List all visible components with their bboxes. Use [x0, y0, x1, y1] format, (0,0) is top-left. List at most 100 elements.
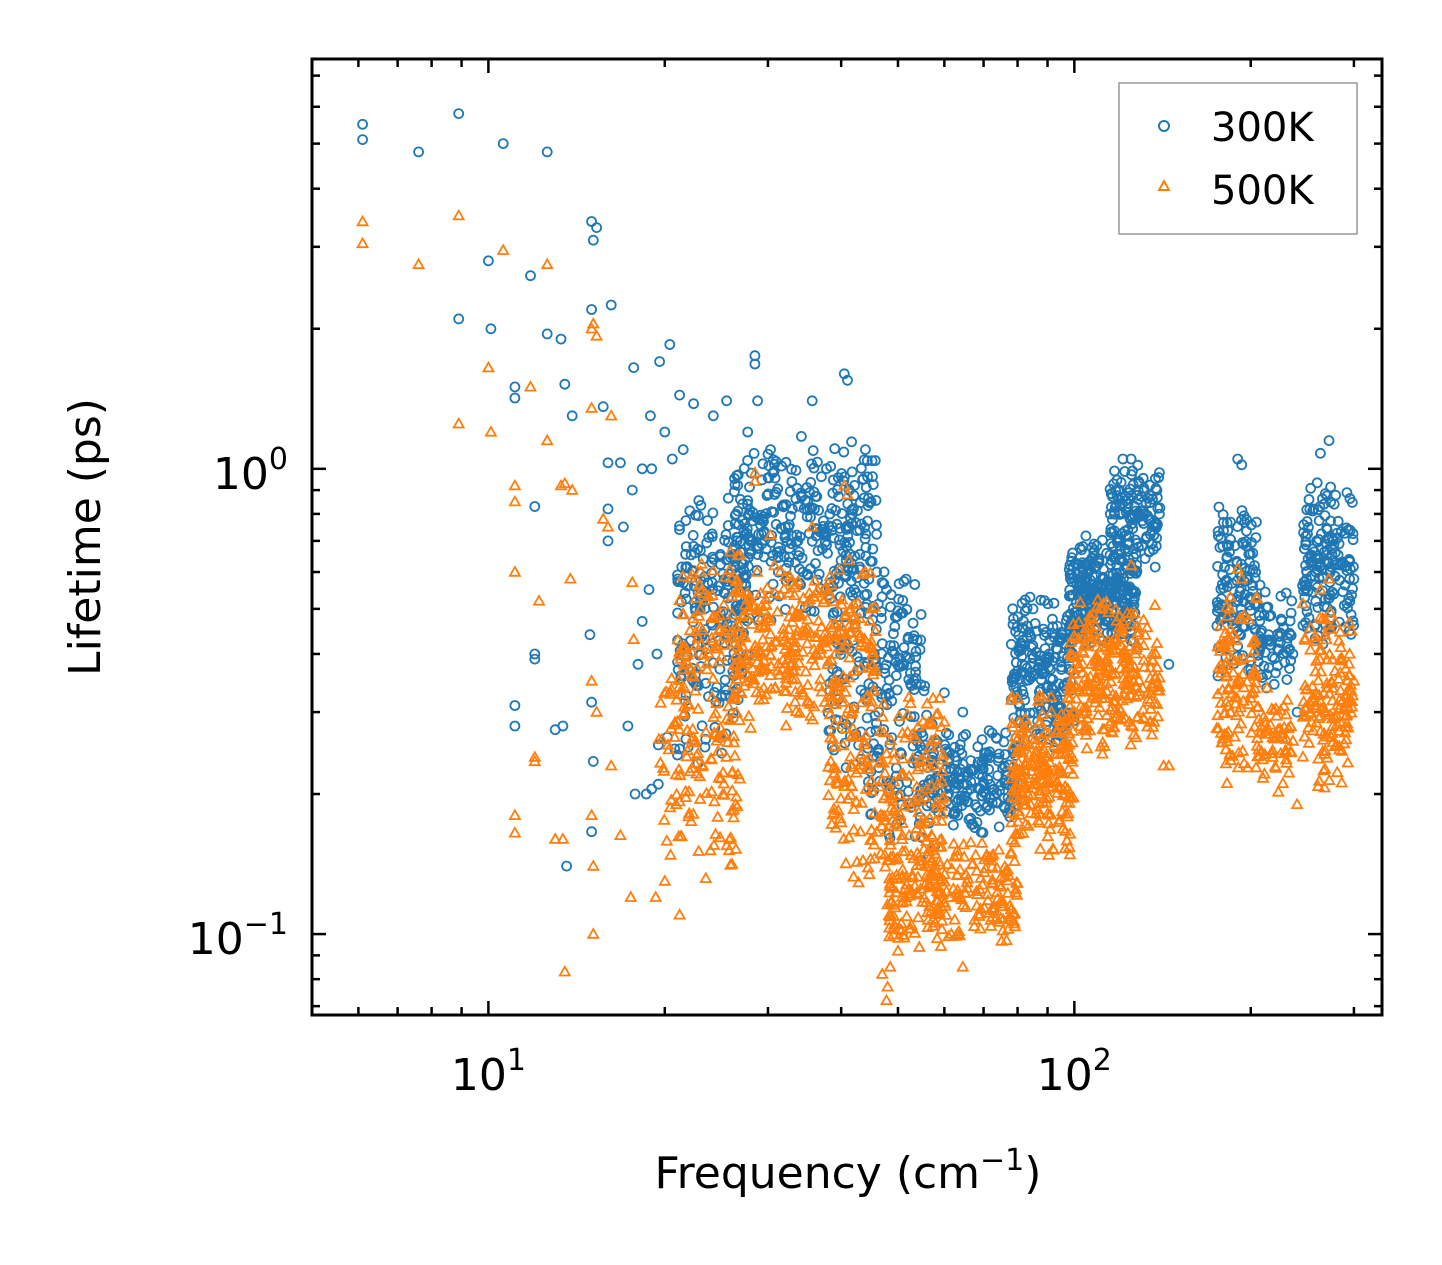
- point-300k: [898, 642, 910, 653]
- point-500k: [1335, 775, 1349, 788]
- point-300k: [664, 339, 676, 350]
- point-300k: [862, 515, 873, 527]
- point-500k: [1325, 693, 1339, 706]
- point-500k: [680, 743, 695, 756]
- point-500k: [1311, 673, 1325, 686]
- point-500k: [764, 659, 778, 671]
- point-500k: [672, 762, 686, 775]
- point-500k: [847, 597, 861, 610]
- point-500k: [672, 722, 686, 734]
- point-500k: [824, 688, 838, 700]
- point-500k: [1233, 700, 1248, 713]
- point-500k: [772, 668, 786, 680]
- point-500k: [1240, 674, 1254, 687]
- point-500k: [824, 652, 838, 665]
- point-500k: [987, 900, 1001, 913]
- point-500k: [1339, 732, 1353, 745]
- point-300k: [826, 503, 838, 514]
- point-300k: [1133, 477, 1145, 489]
- point-300k: [729, 486, 740, 498]
- point-500k: [966, 856, 980, 869]
- point-500k: [815, 684, 829, 697]
- point-300k: [602, 535, 614, 547]
- point-300k: [1300, 583, 1311, 595]
- point-500k: [508, 808, 522, 820]
- point-500k: [1280, 756, 1294, 768]
- point-300k: [767, 550, 779, 562]
- point-300k: [851, 525, 863, 537]
- point-500k: [1333, 652, 1347, 665]
- point-500k: [865, 784, 879, 796]
- point-500k: [1055, 725, 1069, 737]
- point-300k: [1273, 631, 1285, 642]
- point-300k: [993, 748, 1005, 760]
- point-500k: [808, 658, 822, 671]
- point-500k: [876, 756, 891, 768]
- point-500k: [1232, 745, 1246, 758]
- point-500k: [1005, 689, 1019, 702]
- point-300k: [1117, 596, 1128, 608]
- point-500k: [910, 780, 924, 792]
- point-500k: [1066, 661, 1080, 674]
- point-500k: [810, 648, 824, 660]
- point-300k: [680, 515, 692, 526]
- point-300k: [357, 118, 369, 130]
- point-500k: [558, 476, 572, 489]
- point-300k: [707, 507, 719, 519]
- point-500k: [994, 911, 1008, 923]
- point-500k: [847, 869, 861, 882]
- point-500k: [1129, 730, 1143, 743]
- point-300k: [910, 646, 922, 657]
- point-500k: [523, 380, 538, 392]
- point-500k: [1132, 684, 1146, 697]
- point-300k: [742, 495, 754, 506]
- point-300k: [778, 501, 789, 513]
- point-500k: [884, 733, 898, 745]
- point-500k: [1306, 723, 1320, 736]
- point-500k: [957, 850, 971, 862]
- point-300k: [806, 458, 817, 470]
- point-300k: [956, 800, 968, 812]
- point-500k: [862, 751, 876, 763]
- point-300k: [742, 455, 753, 466]
- point-500k: [1223, 631, 1237, 643]
- point-500k: [660, 834, 674, 846]
- point-300k: [769, 458, 780, 470]
- point-300k: [1232, 640, 1244, 652]
- point-500k: [885, 894, 899, 906]
- point-500k: [649, 890, 663, 902]
- point-500k: [851, 626, 866, 638]
- point-500k: [1042, 789, 1056, 802]
- point-500k: [1279, 752, 1293, 765]
- point-500k: [1082, 626, 1096, 639]
- point-300k: [861, 588, 873, 600]
- point-500k: [794, 609, 808, 621]
- point-300k: [1101, 576, 1113, 588]
- point-500k: [540, 433, 554, 446]
- point-300k: [1312, 602, 1324, 613]
- point-300k: [905, 678, 916, 690]
- point-500k: [1318, 747, 1332, 759]
- point-300k: [991, 796, 1002, 808]
- point-500k: [1100, 652, 1114, 664]
- point-500k: [1219, 742, 1233, 755]
- point-500k: [1250, 739, 1264, 751]
- point-500k: [834, 632, 848, 645]
- point-500k: [890, 851, 904, 864]
- point-300k: [1251, 597, 1263, 609]
- point-300k: [557, 720, 569, 732]
- point-300k: [976, 734, 988, 745]
- point-500k: [1041, 772, 1055, 784]
- point-300k: [838, 446, 850, 458]
- point-300k: [1077, 566, 1089, 578]
- point-500k: [820, 639, 834, 652]
- point-500k: [763, 640, 778, 652]
- point-300k: [453, 313, 465, 325]
- point-500k: [855, 567, 869, 579]
- point-500k: [1036, 742, 1050, 754]
- point-500k: [817, 592, 831, 605]
- point-500k: [842, 553, 856, 565]
- point-500k: [658, 874, 672, 886]
- point-300k: [1064, 608, 1076, 620]
- point-300k: [1070, 597, 1082, 609]
